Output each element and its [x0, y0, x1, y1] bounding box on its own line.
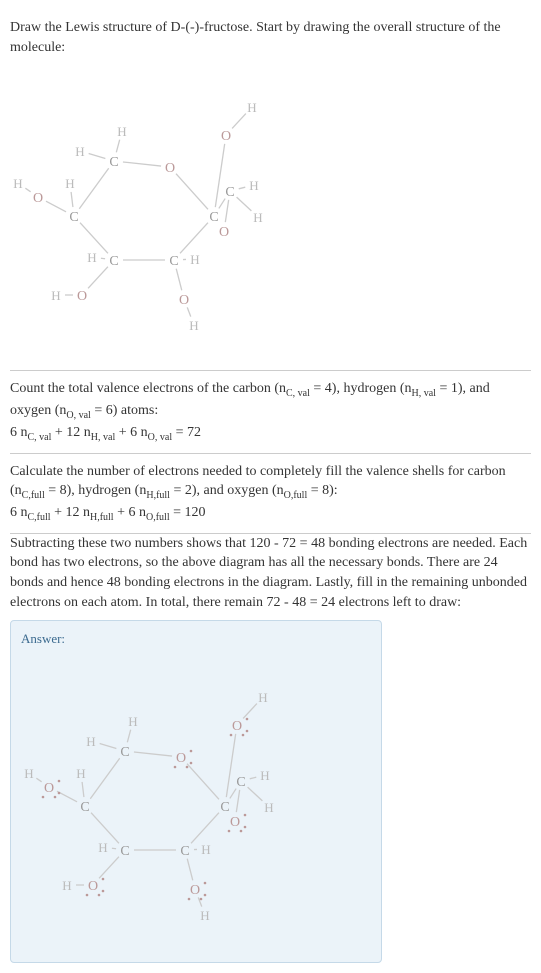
- count-txt: Count the total valence electrons of the…: [10, 379, 531, 423]
- svg-text:H: H: [13, 176, 22, 191]
- structure-diagram-1: CCCCCOOHCHHOHHHOHHOHHOH: [10, 67, 531, 352]
- svg-text:C: C: [220, 800, 229, 815]
- svg-text:H: H: [189, 318, 198, 333]
- svg-text:C: C: [209, 210, 218, 225]
- svg-text:H: H: [65, 176, 74, 191]
- svg-text:H: H: [51, 288, 60, 303]
- svg-text:H: H: [200, 908, 209, 923]
- svg-text:O: O: [219, 225, 229, 240]
- svg-text:O: O: [33, 191, 43, 206]
- svg-text:C: C: [109, 155, 118, 170]
- svg-text:C: C: [180, 844, 189, 859]
- svg-text:O: O: [232, 719, 242, 734]
- svg-text:O: O: [190, 883, 200, 898]
- svg-text:O: O: [88, 879, 98, 894]
- svg-text:O: O: [44, 781, 54, 796]
- svg-text:H: H: [76, 766, 85, 781]
- svg-text:H: H: [258, 690, 267, 705]
- svg-text:H: H: [86, 734, 95, 749]
- final-txt: Subtracting these two numbers shows that…: [10, 534, 531, 612]
- structure-diagram-2: CCCCCOOHCHHOHHHOHHOHHOH: [21, 657, 371, 942]
- svg-text:H: H: [190, 252, 199, 267]
- svg-text:H: H: [128, 714, 137, 729]
- svg-text:C: C: [109, 254, 118, 269]
- fill-txt: Calculate the number of electrons needed…: [10, 462, 531, 503]
- svg-text:H: H: [75, 144, 84, 159]
- svg-text:O: O: [221, 129, 231, 144]
- svg-text:O: O: [230, 815, 240, 830]
- svg-text:H: H: [98, 840, 107, 855]
- svg-text:O: O: [77, 289, 87, 304]
- answer-label: Answer:: [21, 631, 371, 647]
- svg-text:H: H: [117, 124, 126, 139]
- svg-text:H: H: [249, 178, 258, 193]
- svg-text:C: C: [225, 185, 234, 200]
- intro: Draw the Lewis structure of D-(-)-fructo…: [10, 18, 531, 57]
- svg-text:H: H: [24, 766, 33, 781]
- svg-text:C: C: [69, 210, 78, 225]
- svg-text:C: C: [80, 800, 89, 815]
- fill-eq: 6 nC,full + 12 nH,full + 6 nO,full = 120: [10, 503, 531, 525]
- svg-text:H: H: [62, 878, 71, 893]
- svg-text:H: H: [247, 100, 256, 115]
- count-eq: 6 nC, val + 12 nH, val + 6 nO, val = 72: [10, 423, 531, 445]
- svg-text:C: C: [169, 254, 178, 269]
- svg-text:O: O: [179, 293, 189, 308]
- svg-text:H: H: [264, 800, 273, 815]
- svg-text:C: C: [236, 775, 245, 790]
- svg-text:O: O: [176, 751, 186, 766]
- svg-text:C: C: [120, 745, 129, 760]
- svg-text:H: H: [87, 250, 96, 265]
- svg-text:C: C: [120, 844, 129, 859]
- svg-text:H: H: [253, 210, 262, 225]
- svg-text:H: H: [201, 842, 210, 857]
- svg-text:H: H: [260, 768, 269, 783]
- svg-text:O: O: [165, 161, 175, 176]
- answer-box: Answer: CCCCCOOHCHHOHHHOHHOHHOH: [10, 620, 382, 963]
